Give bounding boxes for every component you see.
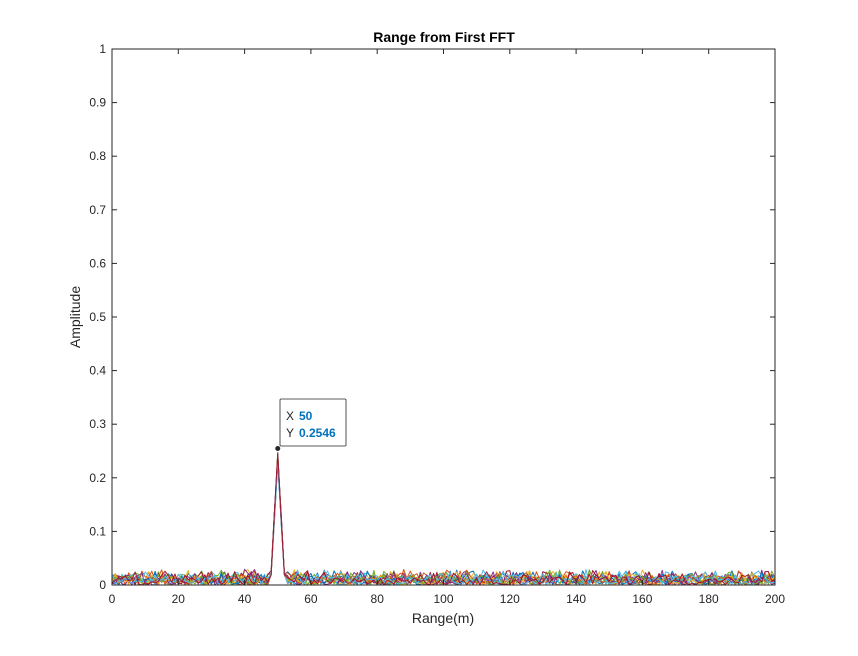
datatip-x-label: X (286, 409, 294, 423)
y-tick-label: 0 (99, 578, 106, 592)
x-tick-label: 0 (109, 592, 116, 606)
y-tick-label: 0.7 (89, 203, 106, 217)
y-tick-label: 0.6 (89, 256, 106, 270)
x-tick-label: 20 (172, 592, 186, 606)
y-tick-label: 1 (99, 42, 106, 56)
x-tick-label: 160 (632, 592, 652, 606)
chart-title: Range from First FFT (373, 29, 515, 45)
y-tick-label: 0.5 (89, 310, 106, 324)
y-tick-label: 0.3 (89, 417, 106, 431)
datatip-marker (275, 446, 281, 452)
y-tick-label: 0.9 (89, 96, 106, 110)
x-tick-label: 140 (566, 592, 586, 606)
datatip-box (279, 398, 347, 447)
datatip-y-value: 0.2546 (299, 426, 336, 440)
datatip-y-label: Y (286, 426, 294, 440)
y-tick-label: 0.8 (89, 149, 106, 163)
datatip-x-value: 50 (299, 409, 313, 423)
x-tick-label: 60 (304, 592, 318, 606)
x-axis: 0 20 40 60 80 100 120 140 160 180 200 (109, 49, 785, 606)
y-axis-label: Amplitude (67, 286, 83, 348)
x-tick-label: 120 (500, 592, 520, 606)
x-axis-label: Range(m) (412, 610, 474, 626)
series-line (111, 452, 776, 586)
y-tick-label: 0.1 (89, 524, 106, 538)
x-tick-label: 40 (238, 592, 252, 606)
x-tick-label: 80 (371, 592, 385, 606)
datatip[interactable]: X 50 Y 0.2546 (275, 398, 347, 452)
plot-area[interactable] (111, 48, 776, 586)
y-tick-label: 0.2 (89, 471, 106, 485)
y-tick-label: 0.4 (89, 364, 106, 378)
x-tick-label: 200 (765, 592, 785, 606)
x-tick-label: 180 (699, 592, 719, 606)
y-axis: 0 0.1 0.2 0.3 0.4 0.5 0.6 0.7 0.8 0.9 1 (89, 42, 775, 592)
axes-background (112, 49, 775, 585)
x-tick-label: 100 (433, 592, 453, 606)
